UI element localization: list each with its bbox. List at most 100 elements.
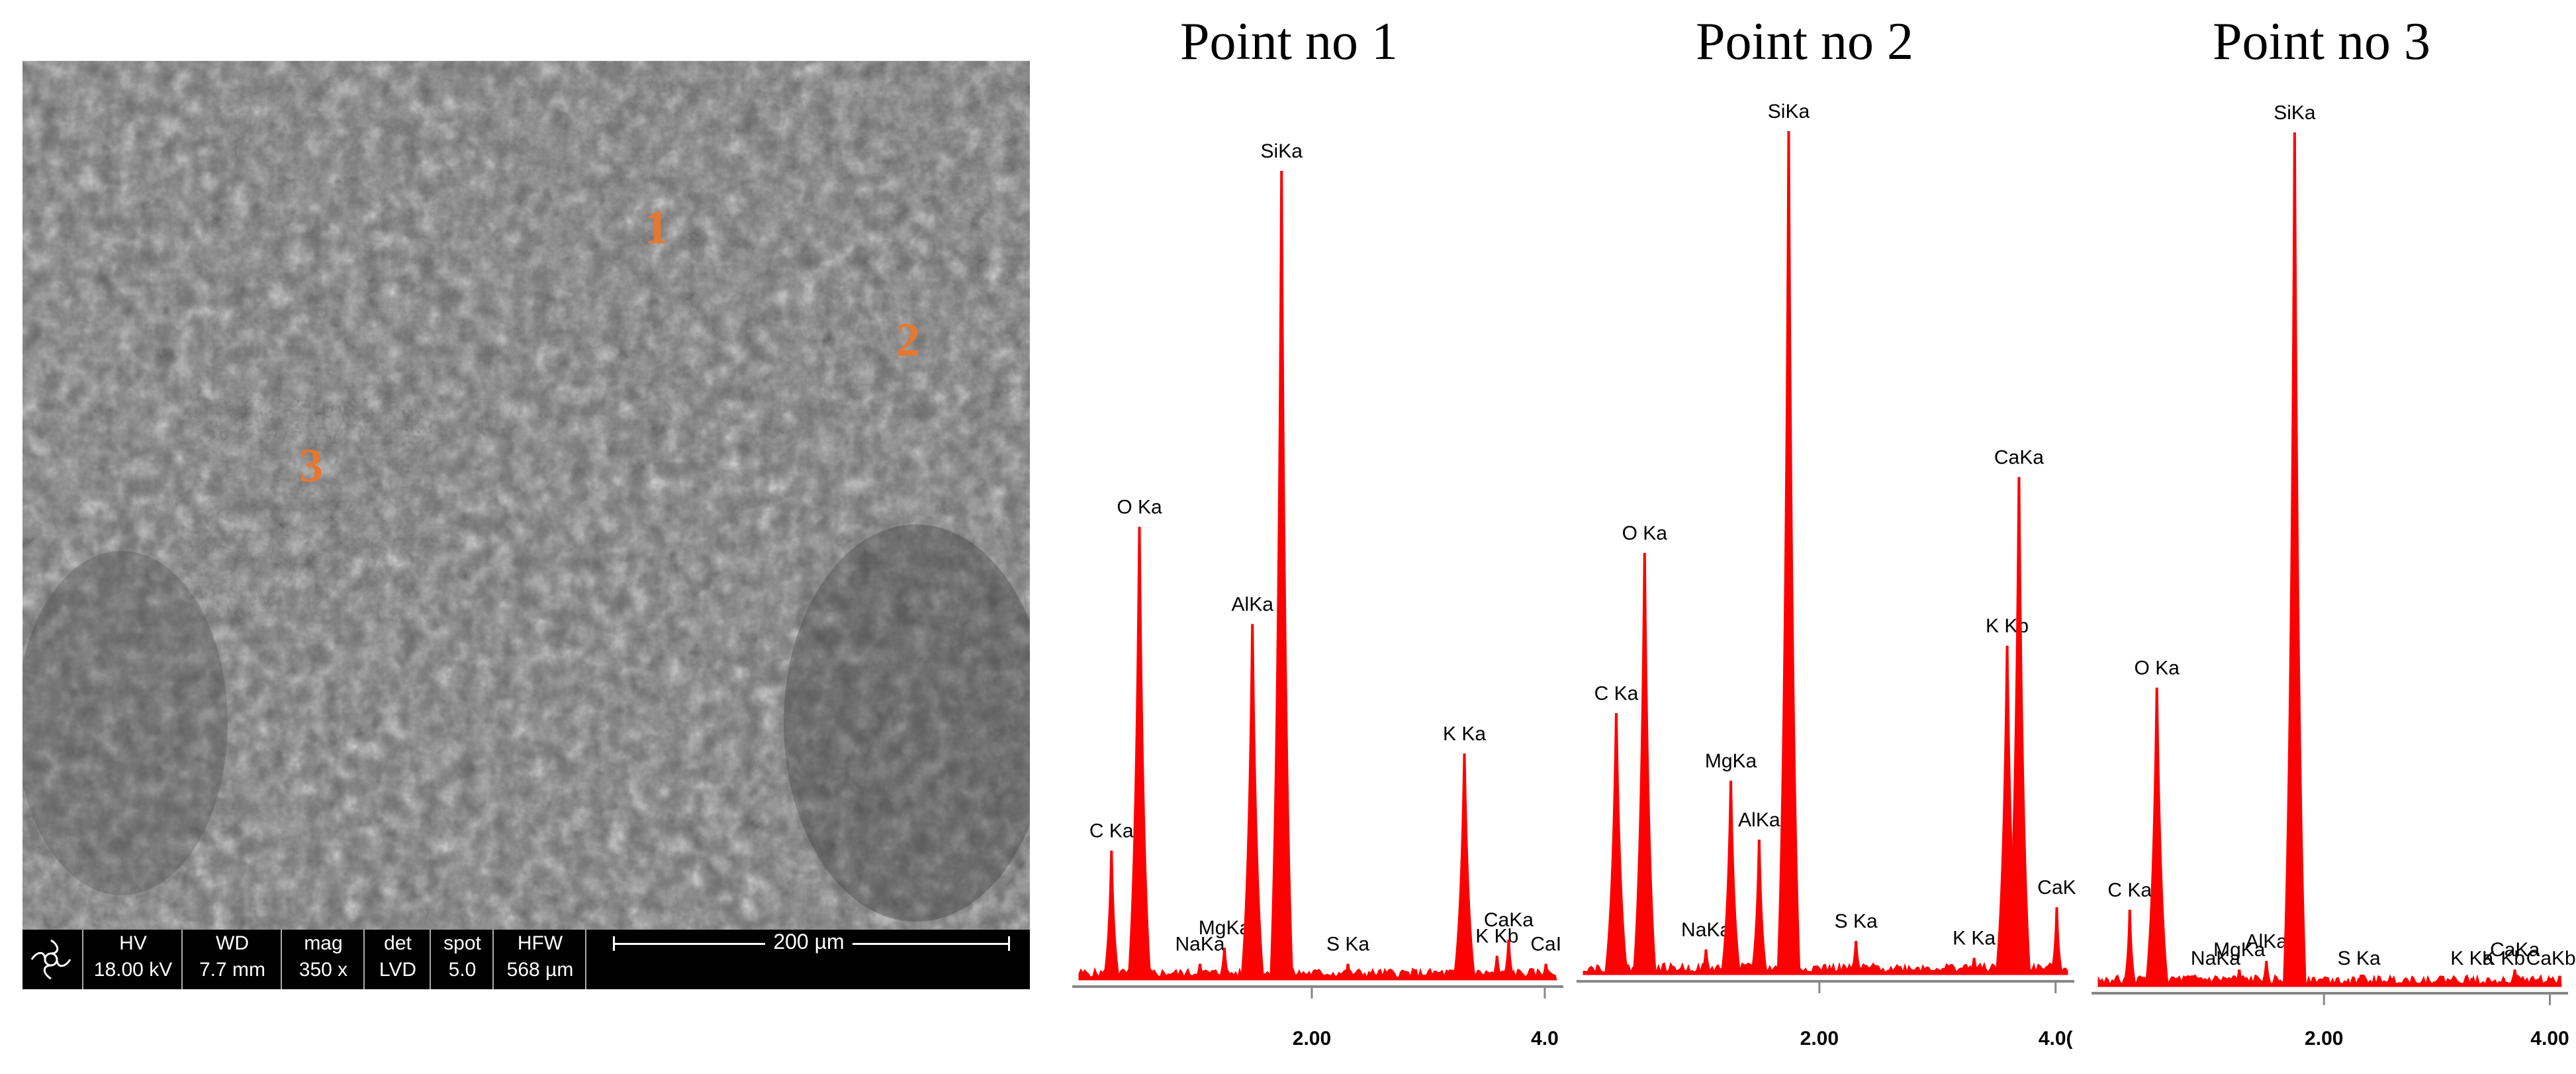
peak-k-ka: [2465, 978, 2479, 987]
databar-header: WD: [216, 932, 249, 954]
peak-sika: [1776, 131, 1801, 975]
peak-label: NaKa: [1175, 934, 1225, 955]
peak-s-ka: [1849, 941, 1863, 975]
peak-label: S Ka: [2338, 948, 2381, 969]
spot-marker-3: 3: [299, 439, 323, 492]
peak-alka: [1750, 840, 1768, 975]
peak-label: O Ka: [1117, 497, 1162, 518]
peak-label: K Ka: [1443, 723, 1486, 745]
databar-header: mag: [304, 932, 343, 954]
peak-caka: [2007, 477, 2031, 975]
peak-label: CaKb: [2526, 948, 2576, 969]
peak-label: MgKa: [1199, 917, 1251, 939]
peak-label: K Kb: [1475, 925, 1518, 947]
peak-label: S Ka: [1835, 910, 1878, 932]
eds-spectrum-point-3: C Ka O Ka NaKa MgKa AlKa SiKa S Ka K Ka K Kb CaKa…: [2085, 60, 2576, 1071]
peak-label: NaKa: [1681, 919, 1731, 941]
x-tick-label: 4.00: [2530, 1028, 2569, 1050]
peak-label: C Ka: [1594, 683, 1639, 705]
databar-value: 350 x: [299, 959, 348, 981]
peak-caka: [1502, 939, 1516, 980]
peak-sika: [2282, 132, 2307, 987]
peak-alka: [1240, 624, 1265, 980]
peak-label: NaKa: [2191, 948, 2240, 969]
scale-bar-tick: [1008, 936, 1010, 951]
x-tick-label: 4.0(: [2039, 1028, 2073, 1050]
peak-k-ka: [1453, 753, 1476, 980]
peak-mgka: [1720, 780, 1741, 975]
sem-micrograph: 1 2 3 HV 18.00 kV WD 7.7 mm mag 350 x de…: [23, 61, 1030, 989]
spectrum-title-2: Point no 2: [1696, 13, 1913, 71]
databar-wd: WD 7.7 mm: [181, 930, 282, 989]
eds-spectrum-point-1: C Ka O Ka NaKa MgKa AlKa SiKa S Ka K Ka K Kb CaKa…: [1059, 60, 1569, 1071]
peak-label: AlKa: [2246, 930, 2288, 952]
peak-label: MgKa: [1705, 750, 1757, 772]
peak-label: S Ka: [1326, 934, 1369, 955]
databar-header: det: [384, 932, 412, 954]
databar-value: 7.7 mm: [199, 959, 266, 981]
peak-cak: [2050, 907, 2064, 975]
peak-mgka: [2232, 969, 2246, 987]
databar-value: 568 µm: [506, 959, 574, 981]
peak-o-ka: [1127, 526, 1152, 980]
peak-label: O Ka: [2135, 658, 2180, 679]
peak-o-ka: [1632, 553, 1657, 975]
peak-label: CaKa: [1994, 446, 2044, 468]
peak-label: CaI: [1530, 934, 1561, 955]
peak-label: C Ka: [1089, 820, 1134, 842]
spectrum-title-1: Point no 1: [1180, 13, 1398, 71]
peak-cakb: [2544, 978, 2558, 987]
scale-bar: 200 µm: [585, 930, 1030, 989]
scale-bar-tick: [613, 936, 615, 951]
peak-label: O Ka: [1622, 522, 1668, 544]
x-tick-label: 4.0: [1531, 1028, 1559, 1050]
peak-o-ka: [2144, 687, 2169, 987]
peak-label: C Ka: [2107, 879, 2152, 901]
instrument-logo-icon: [30, 939, 71, 980]
databar-spot: spot 5.0: [430, 930, 494, 989]
peak-label: AlKa: [1738, 809, 1780, 831]
peak-label: MgKa: [2213, 939, 2266, 961]
spot-marker-1: 1: [645, 201, 668, 254]
peak-sika: [1269, 171, 1294, 980]
peak-label: CaKa: [2490, 939, 2540, 961]
peak-mgka: [1217, 948, 1231, 980]
peak-label: CaK: [2037, 877, 2076, 899]
peak-s-ka: [2352, 978, 2366, 987]
spot-marker-2: 2: [896, 313, 920, 366]
databar-header: HV: [119, 932, 147, 954]
peak-k-ka: [1967, 957, 1981, 975]
peak-naka: [1699, 949, 1713, 975]
peak-label: K Kb: [1986, 615, 2029, 637]
peak-label: SiKa: [1261, 140, 1303, 162]
spectrum-title-3: Point no 3: [2213, 13, 2430, 71]
peak-label: K Kb: [2482, 948, 2525, 969]
peak-s-ka: [1341, 963, 1355, 980]
peak-naka: [1193, 963, 1207, 980]
peak-label: SiKa: [2274, 102, 2316, 124]
peak-label: SiKa: [1768, 101, 1810, 122]
sem-image: [23, 61, 1030, 930]
databar-hv: HV 18.00 kV: [82, 930, 183, 989]
peak-label: AlKa: [1232, 593, 1274, 615]
databar-header: HFW: [517, 932, 563, 954]
peak-alka: [2260, 961, 2274, 987]
x-tick-label: 2.00: [1293, 1028, 1331, 1050]
databar-value: LVD: [379, 959, 417, 981]
databar-hfw: HFW 568 µm: [492, 930, 586, 989]
peak-c-ka: [2123, 909, 2137, 987]
peak-c-ka: [1604, 713, 1628, 975]
peak-caka: [2508, 969, 2522, 987]
x-tick-label: 2.00: [2305, 1028, 2343, 1050]
databar-header: spot: [443, 932, 481, 954]
peak-k-kb: [1490, 955, 1504, 980]
x-tick-label: 2.00: [1800, 1028, 1839, 1050]
peak-label: K Ka: [2450, 948, 2493, 969]
peak-label: CaKa: [1484, 909, 1534, 931]
sem-databar: HV 18.00 kV WD 7.7 mm mag 350 x det LVD …: [23, 930, 1030, 989]
peak-naka: [2209, 978, 2223, 987]
databar-mag: mag 350 x: [281, 930, 365, 989]
